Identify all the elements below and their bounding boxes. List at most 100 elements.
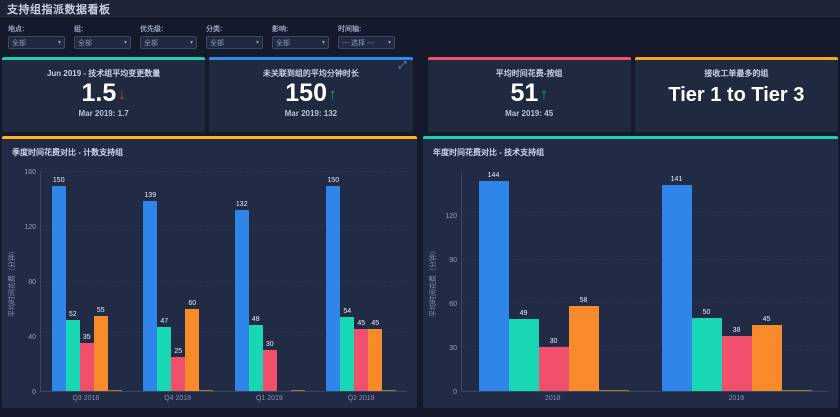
bar-pink-2018[interactable]: 30	[538, 338, 569, 391]
chevron-down-icon: ▾	[255, 40, 259, 46]
chart-body: 平均时间花费（分钟） 0 40 80 120 160 150 52 35 55 139 47 25 60 1…	[2, 169, 417, 396]
bar-blue-2019[interactable]: 141	[661, 176, 692, 391]
y-tick-120: 120	[445, 213, 457, 220]
bar-amber-sliver-Q4-2018[interactable]	[199, 389, 214, 391]
bar-orange-2018[interactable]: 58	[568, 297, 599, 391]
bar-blue-Q1-2019[interactable]: 132	[234, 201, 249, 391]
filter-select-location[interactable]: 全部 ▾	[8, 36, 65, 49]
bar-value-label: 150	[327, 176, 340, 184]
y-axis-label: 平均时间花费（分钟）	[9, 247, 16, 317]
gridline-40	[41, 335, 407, 337]
bar-teal-Q2-2019[interactable]: 54	[340, 308, 355, 391]
kpi-card-row: Jun 2019 - 技术组平均变更数量 1.5 ↓ Mar 2019: 1.7 ⤢ 未关…	[0, 56, 840, 132]
bar-value-label: 132	[235, 201, 248, 209]
filter-label-timeline: 时间轴:	[338, 26, 362, 33]
bar-teal-2019[interactable]: 50	[691, 309, 722, 391]
bar-pink-Q4-2018[interactable]: 25	[171, 348, 186, 391]
kpi-value: Tier 1 to Tier 3	[635, 84, 838, 107]
gridline-60	[462, 302, 828, 304]
bar-amber-sliver-Q1-2019[interactable]	[290, 389, 305, 391]
bar-teal-Q1-2019[interactable]: 48	[248, 316, 263, 391]
bar-group-2018: 144 49 30 58	[462, 172, 645, 391]
plot-area: 144 49 30 58 141 50 38 45	[461, 172, 828, 392]
gridline-120	[462, 214, 828, 216]
bar-group-Q3-2018: 150 52 35 55	[41, 172, 133, 391]
filter-select-impact[interactable]: 全部 ▾	[272, 36, 329, 49]
bar-value-label: 50	[702, 309, 711, 317]
filter-label-location: 地点:	[8, 26, 25, 33]
app-header: 支持组指派数据看板	[0, 0, 840, 19]
bar-orange-2019[interactable]: 45	[751, 316, 782, 391]
kpi-value-number: 1.5	[81, 79, 117, 107]
bar-group-2019: 141 50 38 45	[645, 172, 828, 391]
y-axis-ticks: 0 30 60 90 120	[439, 172, 461, 396]
bar-amber-sliver-Q2-2019[interactable]	[382, 389, 397, 391]
bar-teal-Q4-2018[interactable]: 47	[157, 318, 172, 391]
chevron-down-icon: ▾	[123, 40, 127, 46]
bar-blue-2018[interactable]: 144	[478, 172, 509, 391]
bar-group-Q1-2019: 132 48 30	[224, 172, 316, 391]
bar-value-label: 58	[579, 297, 588, 305]
kpi-accent-bar	[209, 57, 413, 60]
filter-select-timeline[interactable]: --- 选择 --- ▾	[338, 36, 395, 49]
bar-teal-2018[interactable]: 49	[508, 310, 539, 391]
bar-value-label: 54	[343, 308, 352, 316]
bar-amber-sliver-2018[interactable]	[598, 389, 629, 391]
y-axis-label-col: 平均时间花费（分钟）	[427, 172, 439, 392]
bar-orange-Q2-2019[interactable]: 45	[368, 320, 383, 391]
charts-row: 季度时间花费对比 - 计数支持组 平均时间花费（分钟） 0 40 80 120 160 150…	[0, 132, 840, 408]
y-tick-80: 80	[28, 279, 36, 286]
y-axis-ticks: 0 40 80 120 160	[18, 169, 40, 396]
bar-teal-Q3-2018[interactable]: 52	[65, 311, 80, 391]
bar-pink-2019[interactable]: 38	[721, 327, 752, 391]
bar-pink-Q1-2019[interactable]: 30	[262, 341, 277, 391]
bar-value-label: 55	[96, 306, 105, 314]
bar-value-label: 45	[371, 320, 380, 328]
trend-up-arrow-icon: ↑	[540, 86, 548, 103]
kpi-card-avg-change-count: Jun 2019 - 技术组平均变更数量 1.5 ↓ Mar 2019: 1.7	[2, 57, 206, 132]
kpi-subtitle: Mar 2019: 132	[284, 108, 338, 118]
chart-panel-yearly-comparison: 年度时间花费对比 - 技术支持组 平均时间花费（分钟） 0 30 60 90 120 144 4…	[423, 136, 838, 408]
bar-amber-sliver-Q3-2018[interactable]	[107, 389, 122, 391]
bar-pink-Q2-2019[interactable]: 45	[354, 320, 369, 391]
chart-accent-bar	[2, 136, 417, 139]
bar-value-label: 25	[174, 347, 183, 355]
y-tick-160: 160	[24, 169, 36, 176]
bar-value-label: 52	[68, 310, 77, 318]
filter-label-priority: 优先级:	[140, 26, 164, 33]
bar-blue-Q3-2018[interactable]: 150	[51, 177, 66, 391]
filter-value-impact: 全部	[276, 39, 290, 47]
kpi-subtitle: Mar 2019: 45	[505, 108, 554, 118]
x-tick-Q4-2018: Q4 2018	[164, 395, 192, 402]
bar-value-label: 144	[487, 171, 500, 179]
bar-amber-sliver-2019[interactable]	[781, 389, 812, 391]
bar-pink-Q3-2018[interactable]: 35	[79, 334, 94, 391]
kpi-subtitle: Mar 2019: 1.7	[78, 108, 129, 118]
filter-select-category[interactable]: 全部 ▾	[206, 36, 263, 49]
bar-orange-Q4-2018[interactable]: 60	[185, 300, 200, 391]
y-tick-0: 0	[32, 389, 36, 396]
filter-bar: 地点: 全部 ▾ 组: 全部 ▾ 优先级: 全部 ▾ 分类: 全部 ▾ 影响: 全部 ▾ 时间轴: --- 选择…	[0, 19, 840, 56]
bar-blue-Q4-2018[interactable]: 139	[143, 192, 158, 391]
gridline-90	[462, 258, 828, 260]
gridline-80	[41, 280, 407, 282]
gridline-160	[41, 171, 407, 172]
kpi-value: 150 ↑	[209, 79, 412, 108]
filter-select-group[interactable]: 全部 ▾	[74, 36, 131, 49]
kpi-value: 51 ↑	[428, 79, 631, 108]
filter-select-priority[interactable]: 全部 ▾	[140, 36, 197, 49]
bar-blue-Q2-2019[interactable]: 150	[326, 177, 341, 391]
kpi-title: 未关联到组的平均分钟时长	[262, 69, 359, 78]
y-tick-60: 60	[449, 301, 457, 308]
chevron-down-icon: ▾	[387, 40, 391, 46]
bar-value-label: 141	[670, 176, 683, 184]
bar-orange-Q3-2018[interactable]: 55	[93, 307, 108, 391]
kpi-title: Jun 2019 - 技术组平均变更数量	[46, 69, 161, 78]
expand-icon[interactable]: ⤢	[398, 60, 407, 71]
filter-group: 组: 全部 ▾	[74, 24, 131, 49]
x-tick-Q1-2019: Q1 2019	[255, 395, 283, 402]
kpi-accent-bar	[634, 57, 838, 60]
bar-value-label: 139	[144, 191, 157, 199]
kpi-value: 1.5 ↓	[2, 79, 205, 108]
bar-value-label: 150	[52, 176, 65, 184]
